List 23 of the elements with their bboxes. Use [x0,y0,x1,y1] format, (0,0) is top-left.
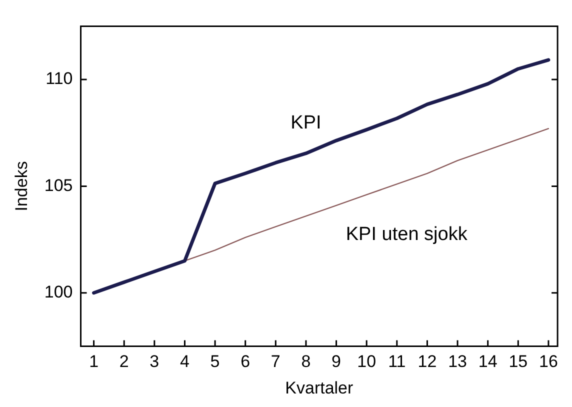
x-axis-title: Kvartaler [285,378,354,398]
x-tick-label: 10 [357,352,376,372]
x-tick-label: 2 [119,352,129,372]
x-tick-label: 7 [270,352,280,372]
x-tick-label: 5 [210,352,220,372]
x-tick-label: 13 [448,352,467,372]
x-tick-label: 14 [478,352,498,372]
x-tick-label: 9 [332,352,342,372]
x-tick-label: 4 [180,352,190,372]
x-tick-label: 15 [508,352,528,372]
series-label: KPI uten sjokk [346,224,468,245]
x-tick-label: 11 [388,352,406,372]
x-tick-label: 6 [240,352,250,372]
y-tick-label: 110 [46,69,73,88]
x-tick-label: 1 [89,352,99,372]
x-tick-label: 16 [539,352,558,372]
x-tick-label: 8 [301,352,311,372]
y-tick-label: 105 [44,176,73,195]
y-tick-label: 100 [44,282,73,302]
x-tick-label: 12 [418,352,437,372]
series-label: KPI [290,112,322,134]
y-axis-title: Indeks [12,161,31,212]
x-tick-label: 3 [150,352,160,372]
